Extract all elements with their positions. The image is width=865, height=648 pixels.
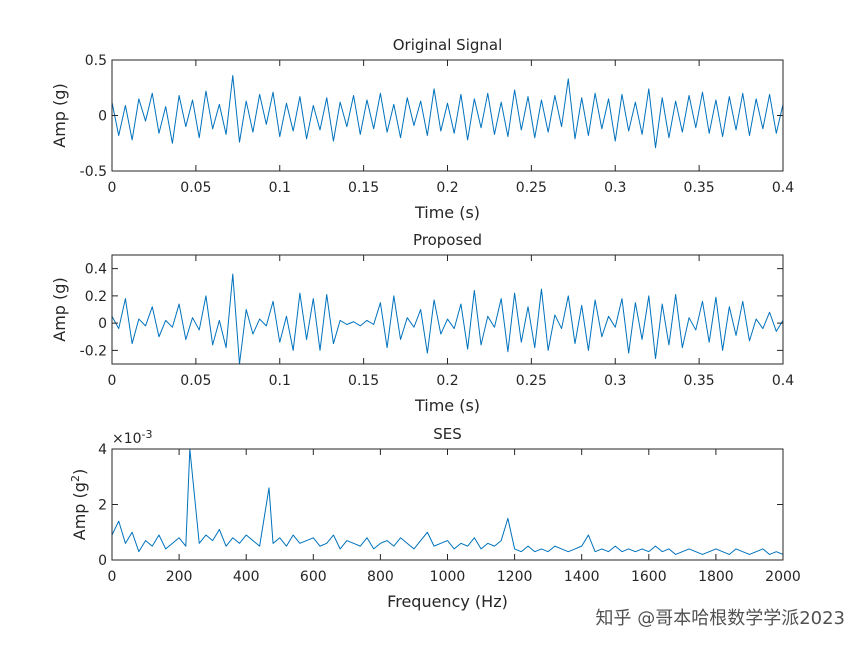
y-tick-label: 0.5 bbox=[85, 53, 107, 69]
y-exponent: ×10-3 bbox=[112, 428, 153, 447]
signal-line bbox=[112, 449, 783, 555]
y-tick-label: 0.4 bbox=[85, 262, 107, 278]
y-tick-label: -0.2 bbox=[80, 343, 107, 359]
x-axis-label: Frequency (Hz) bbox=[387, 592, 508, 611]
y-axis-label-part: ) bbox=[70, 469, 89, 475]
y-axis-label-part: Amp (g) bbox=[50, 277, 69, 341]
y-axis-label: Amp (g) bbox=[50, 277, 69, 341]
x-tick-label: 0.3 bbox=[604, 373, 626, 389]
signal-line bbox=[112, 75, 783, 149]
x-tick-label: 600 bbox=[300, 569, 327, 585]
x-tick-label: 2000 bbox=[765, 569, 801, 585]
y-tick-label: 0.2 bbox=[85, 289, 107, 305]
y-exponent-power: -3 bbox=[142, 428, 153, 441]
x-tick-label: 800 bbox=[367, 569, 394, 585]
x-tick-label: 0.1 bbox=[269, 373, 291, 389]
y-tick-label: 0 bbox=[98, 553, 107, 569]
y-tick-label: 2 bbox=[98, 498, 107, 514]
y-tick-label: 0 bbox=[98, 316, 107, 332]
y-axis-label-part: 2 bbox=[69, 475, 82, 482]
y-axis-label-part: Amp (g) bbox=[50, 83, 69, 147]
x-tick-label: 0.4 bbox=[772, 180, 794, 196]
x-tick-label: 0.4 bbox=[772, 373, 794, 389]
y-tick-label: 0 bbox=[98, 109, 107, 125]
signal-line bbox=[112, 273, 783, 364]
x-tick-label: 1600 bbox=[631, 569, 667, 585]
y-axis-label: Amp (g) bbox=[50, 83, 69, 147]
x-axis-label: Time (s) bbox=[414, 203, 480, 222]
x-tick-label: 0 bbox=[108, 373, 117, 389]
x-tick-label: 1000 bbox=[430, 569, 466, 585]
x-tick-label: 1200 bbox=[497, 569, 533, 585]
y-tick-label: 4 bbox=[98, 442, 107, 458]
x-tick-label: 0.05 bbox=[180, 373, 211, 389]
subplot-title: SES bbox=[433, 425, 462, 443]
x-tick-label: 1800 bbox=[698, 569, 734, 585]
x-tick-label: 0 bbox=[108, 569, 117, 585]
x-tick-label: 0.25 bbox=[516, 180, 547, 196]
x-axis-label: Time (s) bbox=[414, 396, 480, 415]
x-tick-label: 0.25 bbox=[516, 373, 547, 389]
x-tick-label: 0.15 bbox=[348, 180, 379, 196]
x-tick-label: 0.35 bbox=[684, 180, 715, 196]
watermark: 知乎 @哥本哈根数学学派2023 bbox=[595, 608, 845, 629]
x-tick-label: 0.1 bbox=[269, 180, 291, 196]
x-tick-label: 400 bbox=[233, 569, 260, 585]
y-axis-label: Amp (g2) bbox=[69, 469, 89, 540]
y-tick-label: -0.5 bbox=[80, 164, 107, 180]
x-tick-label: 0 bbox=[108, 180, 117, 196]
x-tick-label: 0.05 bbox=[180, 180, 211, 196]
subplot-title: Proposed bbox=[413, 231, 482, 249]
y-axis-label-part: Amp (g bbox=[70, 482, 89, 540]
subplot-title: Original Signal bbox=[393, 36, 503, 54]
x-tick-label: 0.35 bbox=[684, 373, 715, 389]
x-tick-label: 0.3 bbox=[604, 180, 626, 196]
x-tick-label: 200 bbox=[166, 569, 193, 585]
x-tick-label: 0.2 bbox=[436, 180, 458, 196]
x-tick-label: 0.2 bbox=[436, 373, 458, 389]
y-exponent-base: ×10 bbox=[112, 431, 142, 447]
x-tick-label: 0.15 bbox=[348, 373, 379, 389]
x-tick-label: 1400 bbox=[564, 569, 600, 585]
